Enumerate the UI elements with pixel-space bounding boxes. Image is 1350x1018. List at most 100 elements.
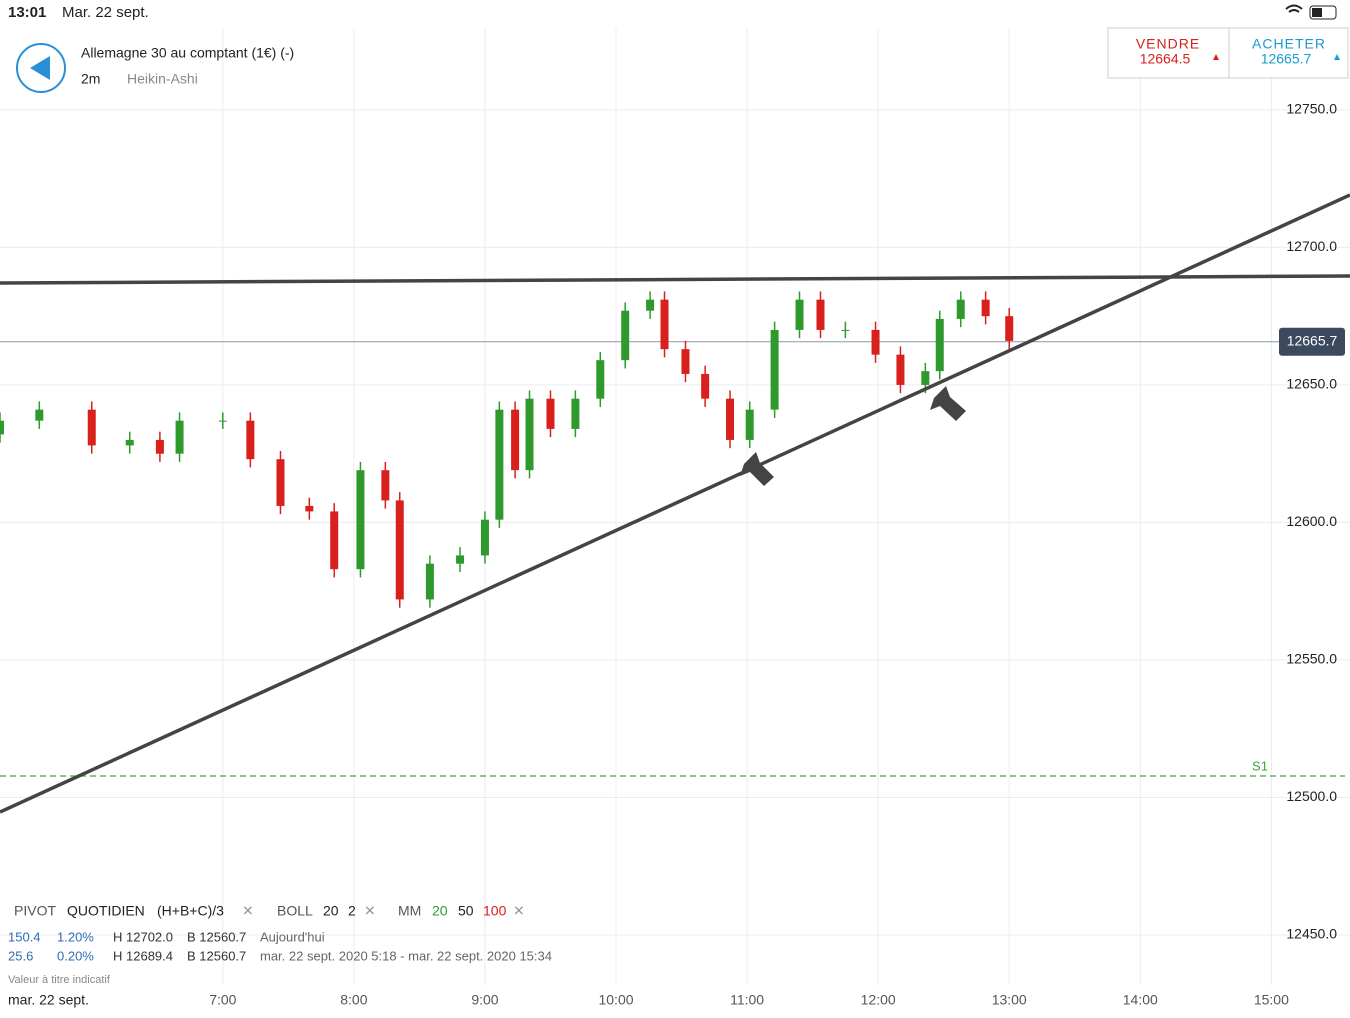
mm-50: 50 xyxy=(458,903,474,919)
note: Valeur à titre indicatif xyxy=(8,974,111,986)
y-tick-label: 12500.0 xyxy=(1286,788,1337,804)
candle-body xyxy=(125,439,134,446)
candle-body xyxy=(701,373,710,399)
candle-body xyxy=(330,511,339,570)
x-tick-label: 10:00 xyxy=(598,992,633,1008)
x-tick-label: 7:00 xyxy=(209,992,236,1008)
overlay: 7:00 8:00 9:00 10:00 11:00 12:00 13:00 14:00 15:… xyxy=(209,101,1345,1008)
candle-body xyxy=(646,299,655,311)
x-tick-label: 9:00 xyxy=(471,992,498,1008)
boll-period: 20 xyxy=(323,903,339,919)
x-tick-label: 15:00 xyxy=(1254,992,1289,1008)
mm-100: 100 xyxy=(483,903,507,919)
support-line xyxy=(0,193,1350,814)
candle-body xyxy=(871,329,880,355)
chart-style[interactable]: Heikin-Ashi xyxy=(127,71,198,87)
battery-level xyxy=(1312,8,1322,17)
x-tick-label: 13:00 xyxy=(992,992,1027,1008)
clock: 13:01 xyxy=(8,4,46,21)
candle-body xyxy=(456,555,465,564)
candle-body xyxy=(525,398,534,471)
y-tick-label: 12700.0 xyxy=(1286,238,1337,254)
status-date: Mar. 22 sept. xyxy=(62,4,149,21)
y-tick-label: 12750.0 xyxy=(1286,101,1337,117)
candles xyxy=(0,291,1014,608)
status-bar xyxy=(0,0,1350,26)
stat: 0.20% xyxy=(57,948,94,963)
footer-date: mar. 22 sept. xyxy=(8,992,89,1008)
candle-body xyxy=(681,349,690,374)
sell-label[interactable]: VENDRE xyxy=(1136,36,1200,52)
candle-body xyxy=(841,329,850,331)
x-tick-label: 12:00 xyxy=(861,992,896,1008)
sell-price[interactable]: 12664.5 xyxy=(1140,51,1191,67)
candle-body xyxy=(395,500,404,600)
remove[interactable]: ✕ xyxy=(513,903,525,919)
candle-body xyxy=(896,354,905,385)
instrument: Allemagne 30 au comptant (1€) (-) xyxy=(81,45,294,61)
candle-body xyxy=(356,470,365,570)
candle-body xyxy=(546,398,555,429)
candle-body xyxy=(305,505,314,512)
pivot-label: PIVOT xyxy=(14,903,56,919)
pivot-period: QUOTIDIEN xyxy=(67,903,145,919)
candle-body xyxy=(480,519,489,556)
sell-arrow xyxy=(1213,54,1219,60)
candle-body xyxy=(87,409,96,446)
price-badge xyxy=(1279,327,1345,356)
remove[interactable]: ✕ xyxy=(242,903,254,919)
pivot-formula: (H+B+C)/3 xyxy=(157,903,224,919)
candle-body xyxy=(816,299,825,330)
stat: B 12560.7 xyxy=(187,948,246,963)
price-badge-label: 12665.7 xyxy=(1287,332,1338,348)
stat: 150.4 xyxy=(8,929,41,944)
candle-body xyxy=(218,420,227,422)
candle-body xyxy=(745,409,754,440)
candle-body xyxy=(495,409,504,520)
y-tick-label: 12550.0 xyxy=(1286,651,1337,667)
arrow xyxy=(740,452,774,486)
buy-arrow xyxy=(1334,54,1340,60)
remove[interactable]: ✕ xyxy=(364,903,376,919)
candle-body xyxy=(381,470,390,501)
buy-price[interactable]: 12665.7 xyxy=(1261,51,1312,67)
boll-label: BOLL xyxy=(277,903,313,919)
mm-20: 20 xyxy=(432,903,448,919)
candle-body xyxy=(276,459,285,506)
stat: 25.6 xyxy=(8,948,33,963)
stat: Aujourd'hui xyxy=(260,929,325,944)
candle-body xyxy=(660,299,669,350)
arrow xyxy=(930,386,966,421)
candle-body xyxy=(0,420,4,435)
candle-body xyxy=(795,299,804,330)
y-tick-label: 12650.0 xyxy=(1286,376,1337,392)
stat: H 12702.0 xyxy=(113,929,173,944)
stat: H 12689.4 xyxy=(113,948,173,963)
boll-dev: 2 xyxy=(348,903,356,919)
candle-body xyxy=(726,398,735,440)
stat: 1.20% xyxy=(57,929,94,944)
buy-label[interactable]: ACHETER xyxy=(1252,36,1326,52)
quote-box xyxy=(1107,27,1349,79)
mm-label: MM xyxy=(398,903,421,919)
x-tick-label: 14:00 xyxy=(1123,992,1158,1008)
interval[interactable]: 2m xyxy=(81,71,100,87)
candle-body xyxy=(425,563,434,600)
candle-body xyxy=(981,299,990,317)
candle-body xyxy=(175,420,184,454)
resistance-line xyxy=(0,274,1350,285)
candle-body xyxy=(246,420,255,460)
x-tick-label: 11:00 xyxy=(730,992,764,1008)
battery xyxy=(1309,5,1337,20)
candle-body xyxy=(621,310,630,361)
wifi xyxy=(1285,4,1303,13)
pivot-label: S1 xyxy=(1252,758,1268,773)
candle-body xyxy=(935,318,944,372)
back-icon xyxy=(30,56,50,80)
indicator-legend: PIVOT QUOTIDIEN (H+B+C)/3 ✕ BOLL 20 2 ✕ … xyxy=(14,903,525,919)
candle-body xyxy=(770,329,779,410)
candle-body xyxy=(1005,316,1014,341)
y-tick-label: 12450.0 xyxy=(1286,926,1337,942)
